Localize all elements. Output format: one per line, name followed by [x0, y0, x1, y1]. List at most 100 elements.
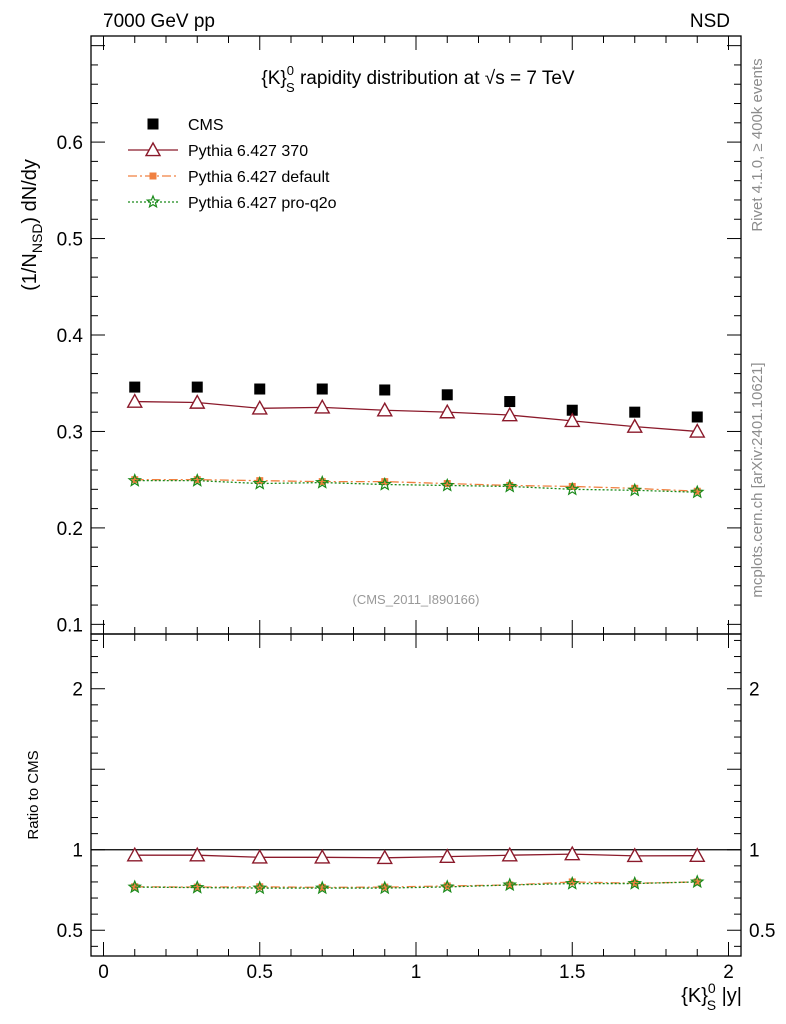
- main-series-2-point-3: [318, 478, 326, 486]
- main-series-0-point-8: [629, 406, 641, 418]
- rivet-label: Rivet 4.1.0, ≥ 400k events: [749, 58, 766, 231]
- legend-marker-3: [145, 194, 161, 209]
- ratio-series-2-point-9: [689, 874, 705, 889]
- ratio-x-ticks: 0 0.5 1 1.5 2: [98, 634, 734, 983]
- main-series-3-point-9: [689, 484, 705, 499]
- ratio-y-ticks: 0.5 0.5 1 1 2 2: [57, 639, 775, 947]
- ratio-series-line-0: [134, 853, 698, 859]
- ratio-series-0-point-3: [314, 848, 331, 864]
- ratio-series-1-point-0: [131, 883, 139, 891]
- x-tick-label: 0.5: [247, 962, 273, 983]
- main-series-2-point-6: [506, 481, 514, 489]
- main-y-tick-label: 0.2: [57, 519, 83, 540]
- main-series-line-3: [134, 479, 698, 493]
- legend-marker-0: [147, 118, 159, 130]
- header-right: NSD: [690, 11, 730, 32]
- ratio-series-0-point-5: [439, 848, 456, 863]
- main-series-3-point-0: [127, 472, 143, 487]
- main-series-3-point-5: [439, 477, 455, 492]
- main-x-ticks: [103, 36, 729, 634]
- ratio-series-0-point-9: [689, 847, 706, 862]
- ratio-series-2-point-1: [189, 879, 205, 894]
- ratio-series-1-point-2: [256, 883, 264, 891]
- ratio-panel: 0 0.5 1 1.5 2 0.5 0.5 1 1 2 2 Ratio to CMS {K}0 S …: [25, 633, 775, 1013]
- main-series-0-point-9: [691, 411, 703, 423]
- main-y-ticks: 0.1 0.2 0.3 0.4 0.5 0.6: [57, 45, 741, 636]
- ratio-series-2-point-8: [627, 875, 643, 890]
- main-series-0-point-5: [441, 389, 453, 401]
- ratio-series-2-point-6: [502, 877, 518, 892]
- ratio-y-tick-label-left: 1: [72, 841, 83, 862]
- main-series-line-1: [134, 400, 698, 433]
- main-series-1-point-3: [314, 398, 331, 414]
- x-tick-label: 1.5: [559, 962, 585, 983]
- ratio-y-tick-label-right: 0.5: [749, 921, 775, 942]
- ratio-series-0-point-2: [251, 848, 268, 864]
- ratio-series-1-point-5: [443, 882, 451, 890]
- main-series-1-point-6: [501, 406, 518, 422]
- main-y-tick-label: 0.4: [57, 326, 84, 347]
- main-series-2-point-1: [193, 476, 201, 484]
- main-series-1-point-4: [376, 401, 393, 417]
- main-series-1-point-0: [126, 393, 143, 408]
- main-y-axis-label: (1/NNSD) dN/dy: [19, 159, 45, 291]
- main-series-1-point-5: [439, 403, 456, 419]
- legend: CMS Pythia 6.427 370 Pythia 6.427 default P…: [128, 117, 337, 212]
- ratio-y-tick-label-right: 1: [749, 841, 760, 862]
- ratio-series-2-point-3: [314, 880, 330, 895]
- main-series-3-point-6: [502, 478, 518, 493]
- main-series-0-point-4: [379, 384, 391, 396]
- ratio-y-tick-label-left: 2: [72, 680, 83, 701]
- ratio-series-0-point-7: [564, 845, 581, 861]
- main-series-line-2: [134, 479, 698, 492]
- ratio-series-1-point-4: [381, 883, 389, 891]
- legend-label-2: Pythia 6.427 default: [188, 169, 330, 186]
- main-series-3-point-1: [189, 472, 205, 487]
- main-series-2-point-8: [631, 484, 639, 492]
- main-y-tick-label: 0.1: [57, 615, 83, 636]
- ratio-y-tick-label-right: 2: [749, 680, 760, 701]
- legend-label-1: Pythia 6.427 370: [188, 143, 308, 160]
- main-y-tick-label: 0.3: [57, 422, 83, 443]
- x-tick-label: 2: [723, 962, 734, 983]
- main-series-2-point-2: [256, 477, 264, 485]
- main-series-1-point-8: [626, 418, 643, 433]
- ratio-series-0-point-8: [626, 847, 643, 863]
- analysis-watermark: (CMS_2011_I890166): [353, 592, 480, 607]
- main-series-0-point-0: [129, 381, 141, 393]
- ratio-series-2-point-5: [439, 879, 455, 894]
- ratio-series-1-point-6: [506, 881, 514, 889]
- main-series-group: [126, 381, 706, 499]
- main-series-3-point-7: [564, 481, 580, 496]
- ratio-y-axis-label: Ratio to CMS: [25, 750, 42, 839]
- ratio-y-tick-label-left: 0.5: [57, 921, 83, 942]
- ratio-series-line-2: [134, 881, 698, 889]
- main-series-3-point-2: [252, 475, 268, 490]
- ratio-series-2-point-7: [564, 875, 580, 890]
- ratio-series-1-point-1: [193, 883, 201, 891]
- x-tick-label: 1: [411, 962, 422, 983]
- ratio-series-0-point-4: [376, 849, 393, 865]
- legend-marker-1: [144, 141, 162, 157]
- main-series-3-point-8: [627, 482, 643, 497]
- ratio-series-1-point-3: [318, 883, 326, 891]
- legend-label-0: CMS: [188, 117, 224, 134]
- ratio-series-2-point-0: [127, 879, 143, 894]
- main-series-3-point-3: [314, 474, 330, 489]
- x-tick-label: 0: [98, 962, 109, 983]
- main-series-1-point-9: [689, 423, 706, 438]
- main-series-1-point-1: [189, 394, 206, 409]
- ratio-series-2-point-2: [252, 880, 268, 895]
- main-series-0-point-1: [191, 381, 203, 393]
- main-y-tick-label: 0.5: [57, 230, 83, 251]
- main-series-3-point-4: [377, 476, 393, 491]
- main-series-0-point-7: [566, 404, 578, 416]
- ratio-series-0-point-0: [126, 846, 143, 862]
- main-panel: 0.1 0.2 0.3 0.4 0.5 0.6 {K}0 S rapidity distri…: [19, 35, 742, 636]
- ratio-series-line-1: [134, 881, 698, 889]
- x-axis-label: {K}0 S |y|: [681, 980, 742, 1013]
- ratio-series-1-point-7: [568, 878, 576, 886]
- main-series-1-point-2: [251, 399, 268, 415]
- plot-title: {K}0 S rapidity distribution at √s = 7 Te…: [261, 63, 575, 95]
